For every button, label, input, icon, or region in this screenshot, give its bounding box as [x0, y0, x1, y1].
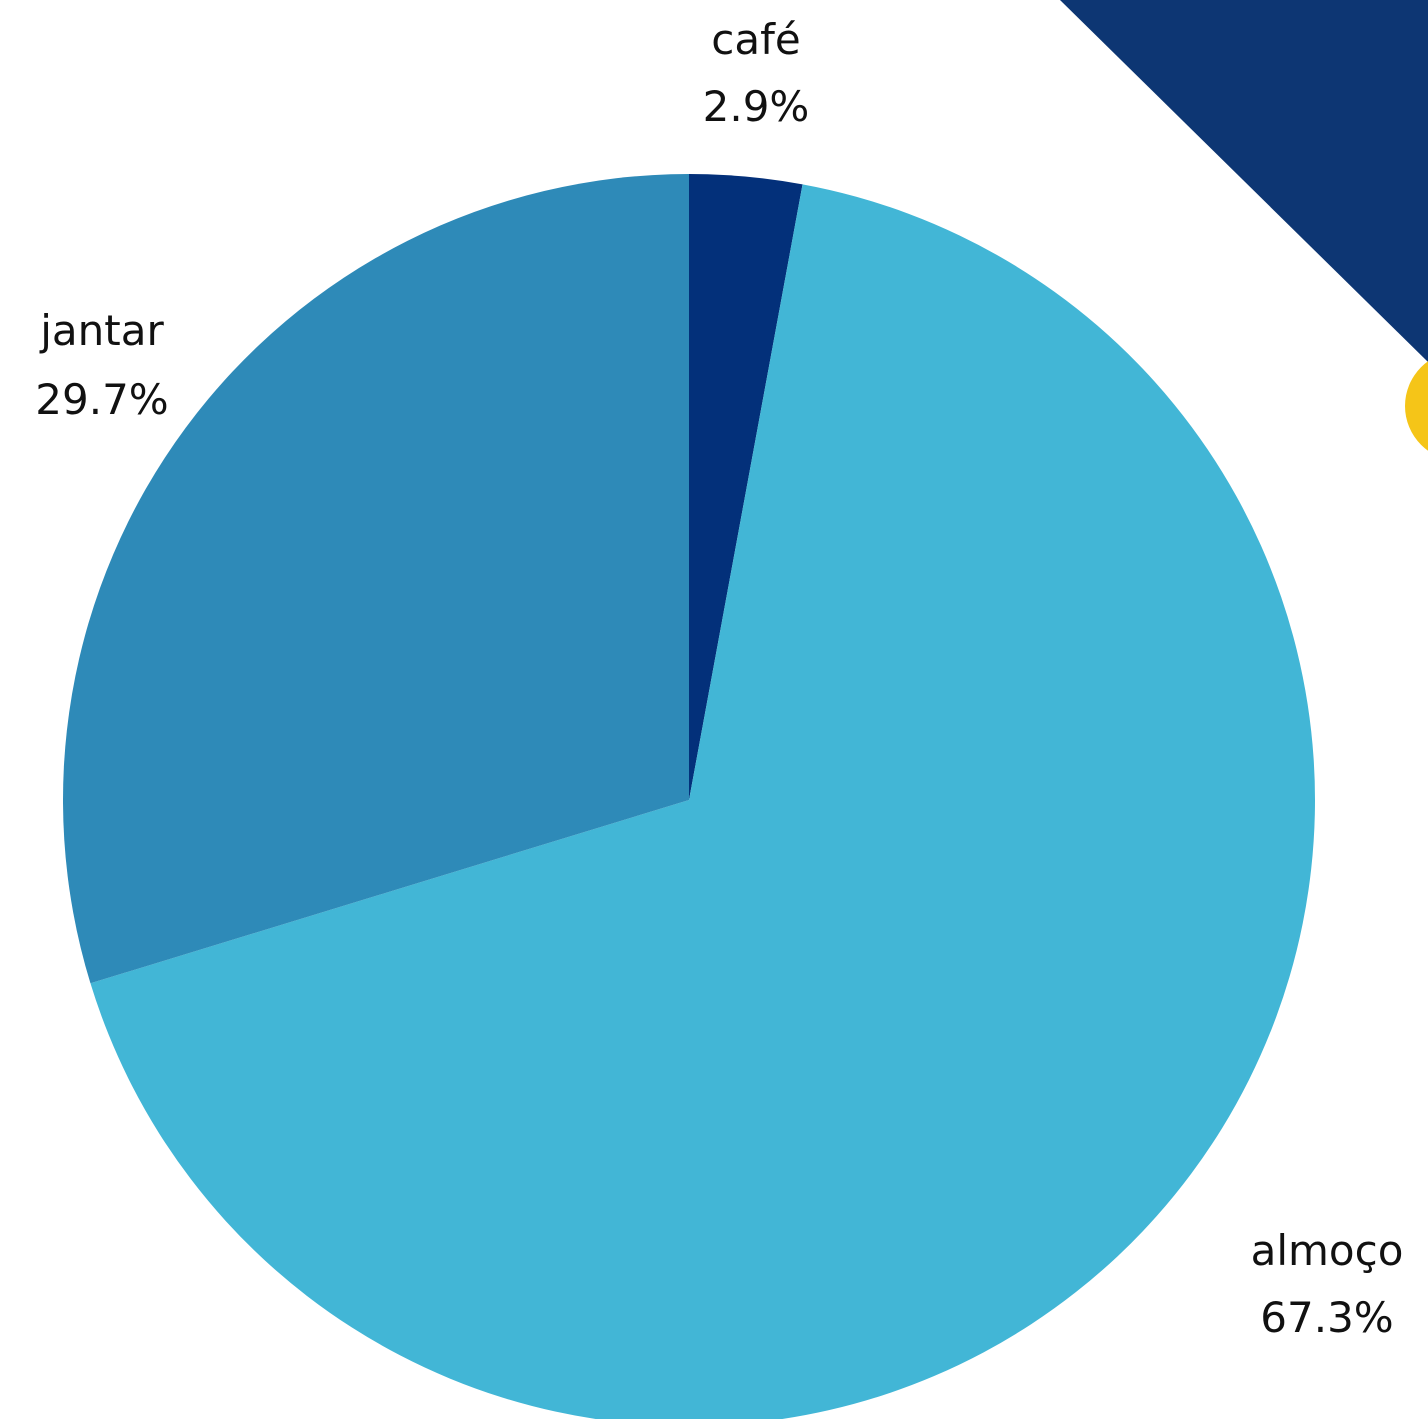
- label-jantar-percent: 29.7%: [35, 375, 168, 424]
- label-cafe-name: café: [711, 15, 800, 64]
- pie-slice-almoco: [90, 184, 1315, 1419]
- yellow-dot-decoration: [1405, 361, 1428, 451]
- label-cafe: café 2.9%: [703, 15, 810, 131]
- label-cafe-percent: 2.9%: [703, 82, 810, 131]
- label-almoco-percent: 67.3%: [1260, 1293, 1393, 1342]
- label-jantar: jantar 29.7%: [35, 306, 168, 424]
- corner-decoration: [1060, 0, 1428, 362]
- pie-slice-cafe: [689, 174, 803, 800]
- label-almoco: almoço 67.3%: [1251, 1226, 1404, 1342]
- pie-slice-jantar: [62, 174, 690, 984]
- pie-slices: [62, 174, 1315, 1419]
- label-jantar-name: jantar: [39, 306, 164, 355]
- label-almoco-name: almoço: [1251, 1226, 1404, 1275]
